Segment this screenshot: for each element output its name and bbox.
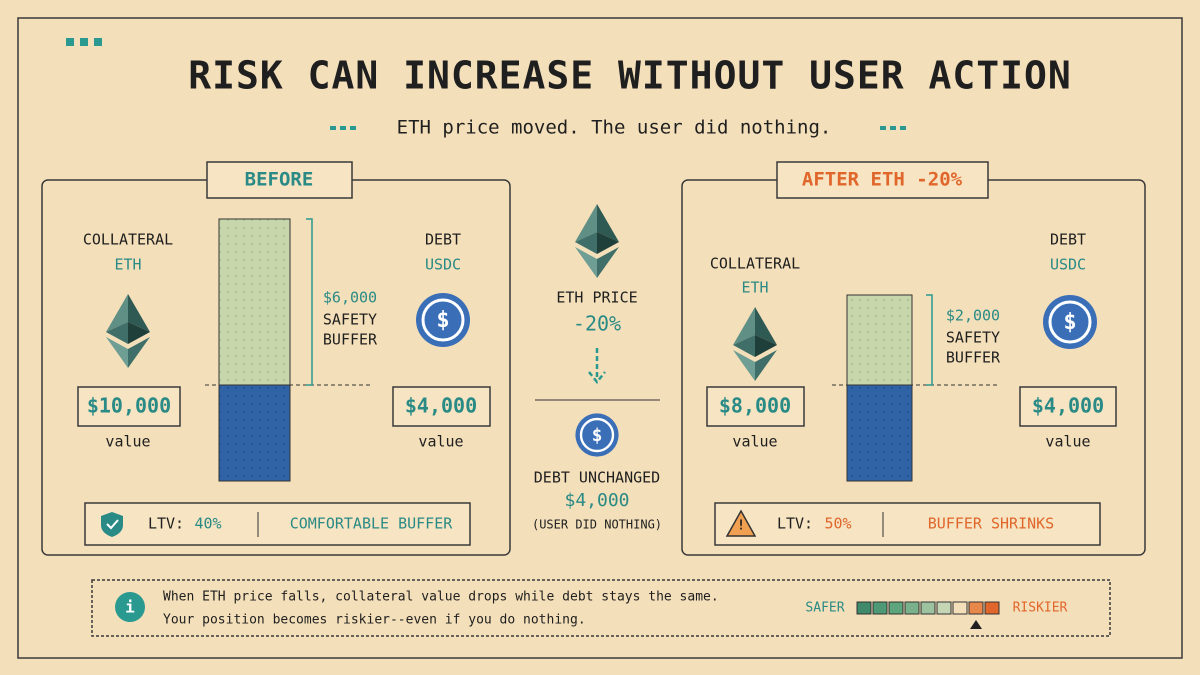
amount-box xyxy=(77,386,181,427)
debt-asset: USDC xyxy=(425,256,461,274)
buffer-texture xyxy=(847,295,912,385)
info-mark: i xyxy=(125,598,135,617)
buffer-amount: $2,000 xyxy=(946,307,1000,325)
shield-icon xyxy=(101,512,123,537)
debt-label: DEBT xyxy=(425,231,461,249)
amount-box xyxy=(706,386,805,427)
caption: value xyxy=(1045,433,1090,451)
caption: value xyxy=(418,433,463,451)
ltv-value: 40% xyxy=(194,515,221,533)
status-note: COMFORTABLE BUFFER xyxy=(290,515,454,533)
outer-border xyxy=(17,17,1183,659)
check xyxy=(106,519,119,530)
collateral-asset: ETH xyxy=(741,279,768,297)
info-icon xyxy=(115,592,145,622)
debt-texture xyxy=(219,385,290,481)
buffer-label: BUFFER xyxy=(323,331,378,349)
price-label: ETH PRICE xyxy=(556,289,637,307)
collateral-label: COLLATERAL xyxy=(710,255,800,273)
amount-box xyxy=(392,386,491,427)
risk-scale xyxy=(856,601,1000,615)
before-label: BEFORE xyxy=(245,169,314,191)
footer-line: When ETH price falls, collateral value d… xyxy=(163,590,719,605)
scale-low: SAFER xyxy=(805,601,844,616)
warning-mark: ! xyxy=(737,519,745,534)
usdc-icon xyxy=(414,291,472,349)
debt-unchanged: DEBT UNCHANGED xyxy=(534,469,660,487)
status-box xyxy=(714,502,1101,546)
ltv-label: LTV: xyxy=(777,515,813,533)
amount-box xyxy=(1019,386,1117,427)
usdc-icon xyxy=(574,412,620,458)
debt-amount: $4,000 xyxy=(405,394,477,418)
decor-squares xyxy=(66,38,102,46)
scale-pointer xyxy=(970,620,982,629)
ltv-label: LTV: xyxy=(148,515,184,533)
collateral-amount: $8,000 xyxy=(719,394,791,418)
debt-note: (USER DID NOTHING) xyxy=(532,518,662,532)
debt-texture xyxy=(847,385,912,481)
down-arrow xyxy=(588,348,606,385)
after-tag xyxy=(776,161,989,199)
debt-amount: $4,000 xyxy=(564,490,629,511)
buffer-label: SAFETY xyxy=(323,311,377,329)
caption: value xyxy=(732,433,777,451)
bracket xyxy=(306,218,313,386)
after-label: AFTER ETH -20% xyxy=(802,169,963,191)
title: RISK CAN INCREASE WITHOUT USER ACTION xyxy=(188,54,1071,98)
buffer-label: SAFETY xyxy=(946,329,1000,347)
debt-asset: USDC xyxy=(1050,256,1086,274)
caption: value xyxy=(105,433,150,451)
subtitle-dashes xyxy=(330,126,906,130)
ltv-value: 50% xyxy=(824,515,851,533)
subtitle: ETH price moved. The user did nothing. xyxy=(397,117,832,139)
buffer-amount: $6,000 xyxy=(323,289,377,307)
collateral-label: COLLATERAL xyxy=(83,231,173,249)
before-tag xyxy=(206,161,353,199)
buffer-texture xyxy=(219,219,290,385)
status-note: BUFFER SHRINKS xyxy=(928,515,1054,533)
price-change: -20% xyxy=(573,312,621,336)
footer-box xyxy=(91,579,1111,637)
scale-high: RISKIER xyxy=(1013,601,1068,616)
footer-line: Your position becomes riskier--even if y… xyxy=(163,613,586,628)
warning-icon xyxy=(725,509,757,537)
usdc-icon xyxy=(1041,293,1099,351)
collateral-amount: $10,000 xyxy=(87,394,171,418)
status-box xyxy=(84,502,471,546)
collateral-asset: ETH xyxy=(114,256,141,274)
buffer-label: BUFFER xyxy=(946,349,1001,367)
debt-amount: $4,000 xyxy=(1032,394,1104,418)
debt-label: DEBT xyxy=(1050,231,1086,249)
bracket xyxy=(926,294,933,386)
